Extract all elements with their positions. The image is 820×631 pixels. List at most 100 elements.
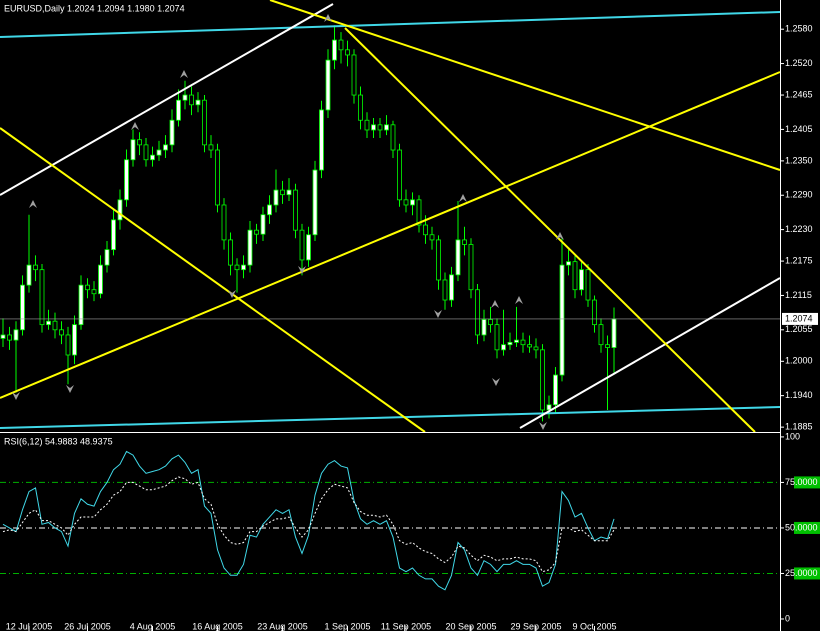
candle-body xyxy=(468,244,474,291)
candle-body xyxy=(247,229,253,266)
candle-body xyxy=(176,99,181,121)
x-tick-label: 23 Aug 2005 xyxy=(257,621,308,631)
trendline xyxy=(0,127,426,433)
y-tick-label: 1.2175 xyxy=(785,255,813,265)
candle-body xyxy=(559,264,565,376)
fractal-down xyxy=(434,310,442,318)
candle-body xyxy=(0,334,6,339)
x-tick-label: 26 Jul 2005 xyxy=(64,621,111,631)
candle-body xyxy=(78,284,84,326)
candle-body xyxy=(462,239,467,245)
candle-body xyxy=(202,99,207,146)
y-tick-label: 1.2405 xyxy=(785,124,813,134)
trendline xyxy=(0,406,781,429)
candle-body xyxy=(254,229,259,235)
candle-body xyxy=(306,234,311,261)
candle-body xyxy=(46,320,51,326)
y-tick-label: 0 xyxy=(785,613,790,623)
x-tick-label: 1 Sep 2005 xyxy=(324,621,370,631)
candle-body xyxy=(104,249,110,266)
level-label-box xyxy=(794,567,820,580)
candle-body xyxy=(189,94,194,106)
fractal-up xyxy=(29,200,37,208)
candle-body xyxy=(280,189,285,196)
rsi-line xyxy=(2,450,615,591)
candle-body xyxy=(488,319,493,326)
x-tick-label: 9 Oct 2005 xyxy=(572,621,616,631)
candle-body xyxy=(65,334,71,356)
y-tick-label: 1.2290 xyxy=(785,190,813,200)
fractal-down xyxy=(66,385,74,393)
chart-title: EURUSD,Daily 1.2024 1.2094 1.1980 1.2074 xyxy=(4,3,185,13)
y-tick-label: 100 xyxy=(785,431,800,441)
candle-body xyxy=(397,149,402,201)
candle-body xyxy=(351,54,357,96)
candle-body xyxy=(481,319,487,336)
candle-body xyxy=(267,204,272,216)
candle-body xyxy=(377,124,383,131)
candle-body xyxy=(85,284,90,291)
bid-label-box xyxy=(782,312,818,325)
fractal-up xyxy=(131,122,139,130)
candle-body xyxy=(371,124,376,131)
candle-body xyxy=(20,284,25,331)
candle-body xyxy=(91,289,97,295)
trendline xyxy=(519,277,781,429)
candle-body xyxy=(364,119,370,131)
fractal-up xyxy=(180,70,188,78)
candle-body xyxy=(332,39,337,61)
y-tick-label: 75.0000 xyxy=(785,477,818,487)
fractal-up xyxy=(556,232,564,240)
candle-body xyxy=(228,239,233,266)
candle-body xyxy=(514,339,519,343)
candle-body xyxy=(436,239,441,281)
y-tick-label: 50.0000 xyxy=(785,522,818,532)
candle-body xyxy=(130,139,136,161)
y-tick-label: 25.0000 xyxy=(785,568,818,578)
candle-body xyxy=(52,320,58,331)
candle-body xyxy=(533,346,539,351)
candle-body xyxy=(540,349,545,411)
candle-body xyxy=(26,264,32,286)
candle-body xyxy=(579,269,584,291)
candle-body xyxy=(410,199,415,206)
candle-body xyxy=(546,404,552,411)
rsi-title: RSI(6,12) 54.9883 48.9375 xyxy=(4,436,113,446)
candle-body xyxy=(124,159,129,201)
candle-body xyxy=(598,324,604,346)
candle-body xyxy=(13,329,19,341)
x-tick-label: 20 Sep 2005 xyxy=(445,621,496,631)
y-tick-label: 1.2230 xyxy=(785,224,813,234)
y-tick-label: 1.2055 xyxy=(785,324,813,334)
x-tick-label: 16 Aug 2005 xyxy=(192,621,243,631)
y-tick-label: 1.2465 xyxy=(785,89,813,99)
candle-body xyxy=(169,119,175,146)
candle-body xyxy=(293,189,298,231)
y-tick-label: 1.2350 xyxy=(785,155,813,165)
candle-body xyxy=(33,264,38,271)
y-tick-label: 1.2115 xyxy=(785,290,812,300)
candle-body xyxy=(299,229,305,261)
candle-body xyxy=(221,204,227,241)
candle-body xyxy=(572,261,578,291)
candle-body xyxy=(403,199,409,206)
candle-body xyxy=(150,154,155,161)
candle-body xyxy=(358,94,363,121)
candle-body xyxy=(111,219,116,251)
candle-body xyxy=(143,144,149,161)
candle-body xyxy=(501,344,506,351)
candle-body xyxy=(527,344,532,348)
candle-body xyxy=(429,234,435,241)
y-tick-label: 1.2580 xyxy=(785,24,813,34)
fractal-up xyxy=(491,300,499,308)
fractal-arrows xyxy=(12,14,564,430)
y-tick-label: 1.1940 xyxy=(785,390,813,400)
candle-body xyxy=(494,324,500,351)
level-label-box xyxy=(794,476,820,489)
candle-body xyxy=(611,318,617,348)
y-tick-label: 1.1885 xyxy=(785,422,813,432)
candle-body xyxy=(605,344,610,348)
fractal-up xyxy=(324,14,332,22)
candle-body xyxy=(507,341,513,346)
candle-body xyxy=(455,239,461,276)
